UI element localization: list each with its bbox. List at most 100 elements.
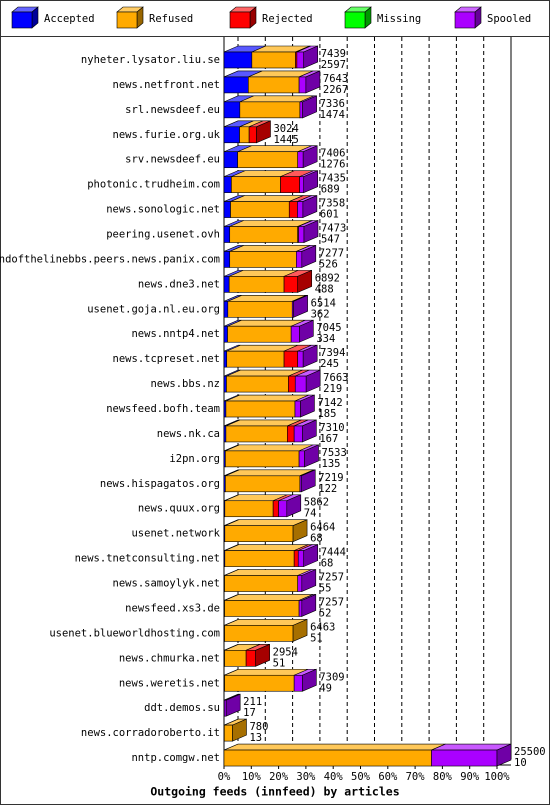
- legend-item: Spooled: [454, 6, 531, 29]
- bar-segment: [225, 394, 310, 418]
- bar-front: [229, 251, 297, 268]
- bar-side: [302, 668, 317, 692]
- x-tick-label: 0%: [218, 771, 231, 783]
- legend-label: Refused: [149, 13, 193, 25]
- bar-front: [223, 276, 230, 293]
- offered-label: 6892: [315, 272, 340, 284]
- category-label: srl.newsdeef.eu: [125, 104, 220, 116]
- bar-segment: [228, 270, 299, 293]
- legend-swatch: [344, 11, 366, 29]
- offered-label: 7310: [319, 422, 344, 434]
- bar-side: [305, 70, 321, 94]
- category-label: news.chmurka.net: [119, 652, 220, 664]
- bar-front: [251, 51, 296, 69]
- accepted-label: 51: [273, 657, 286, 669]
- x-axis-title: Outgoing feeds (innfeed) by articles: [150, 785, 399, 799]
- category-label: newsfeed.bofh.team: [106, 403, 220, 415]
- bar-segment: [223, 743, 446, 767]
- accepted-label: 52: [319, 607, 332, 619]
- bar-side: [305, 369, 321, 393]
- bar-front: [225, 450, 300, 468]
- bar-side: [299, 319, 314, 343]
- bar-side: [300, 394, 315, 418]
- bar-side: [303, 45, 319, 69]
- bar-side: [302, 419, 317, 443]
- bar-front: [294, 400, 301, 418]
- accepted-label: 1276: [320, 159, 345, 171]
- x-tick-label: 50%: [351, 771, 371, 783]
- category-label: news.corradoroberto.it: [81, 727, 220, 739]
- legend-swatch: [11, 11, 33, 29]
- bar-top: [224, 594, 314, 601]
- bar-front: [227, 300, 293, 318]
- category-label: news.sonologic.net: [106, 204, 220, 216]
- bar-segment: [224, 544, 309, 567]
- bar-top: [225, 444, 314, 452]
- x-tick-label: 20%: [269, 771, 289, 783]
- bar-segment: [223, 120, 254, 144]
- bar-front: [294, 375, 307, 393]
- bar-front: [248, 126, 257, 144]
- bar-segment: [223, 70, 263, 94]
- bar-segment: [288, 369, 310, 393]
- accepted-label: 122: [318, 483, 337, 495]
- offered-label: 25500: [514, 746, 546, 758]
- accepted-label: 689: [321, 184, 340, 196]
- bar-front: [237, 151, 299, 169]
- x-tick-label: 80%: [433, 771, 453, 783]
- bar-segment: [224, 668, 309, 692]
- category-label: news.nntp4.net: [131, 328, 220, 340]
- bar-front: [223, 101, 241, 119]
- bar-front: [298, 226, 305, 243]
- category-label: news.netfront.net: [113, 79, 220, 91]
- x-tick-label: 100%: [484, 771, 510, 783]
- bar-front: [278, 500, 288, 518]
- legend-label: Missing: [377, 13, 421, 25]
- bar-front: [227, 325, 292, 343]
- bar-segment: [226, 344, 299, 368]
- bar-front: [223, 749, 432, 767]
- category-label: nntp.comgw.net: [131, 752, 220, 764]
- bar-side: [302, 145, 318, 169]
- bar-segment: [225, 469, 315, 493]
- bar-front: [225, 400, 296, 418]
- category-label: news.tnetconsulting.net: [75, 553, 220, 565]
- category-label: news.tcpreset.net: [113, 353, 220, 365]
- category-label: ddt.demos.su: [144, 702, 220, 714]
- bar-front: [431, 749, 498, 767]
- bar-front: [225, 475, 301, 493]
- bar-segment: [237, 145, 312, 169]
- bar-front: [226, 350, 285, 368]
- bar-side: [302, 195, 318, 219]
- legend-label: Accepted: [44, 13, 95, 25]
- bar-side: [301, 244, 317, 268]
- bar-front: [297, 575, 303, 592]
- bar-front: [298, 76, 307, 94]
- bar-front: [223, 176, 232, 193]
- bar-front: [224, 575, 299, 592]
- accepted-label: 1445: [273, 134, 298, 146]
- accepted-label: 547: [321, 234, 340, 246]
- offered-label: 7435: [321, 173, 346, 185]
- bar-segment: [224, 569, 312, 592]
- bar-side: [256, 120, 271, 144]
- offered-label: 7358: [320, 198, 345, 210]
- bar-front: [297, 350, 304, 368]
- bar-front: [296, 51, 305, 69]
- bar-front: [223, 76, 249, 94]
- bar-side: [302, 95, 317, 119]
- accepted-label: 10: [514, 757, 527, 769]
- bar-segment: [297, 145, 318, 169]
- offered-label: 7257: [319, 596, 344, 608]
- category-label: i2pn.org: [169, 453, 220, 465]
- legend-item: Missing: [344, 6, 421, 29]
- category-label: endofthelinebbs.peers.news.panix.com: [0, 253, 220, 265]
- bar-side: [292, 519, 308, 543]
- category-label: usenet.network: [131, 528, 220, 540]
- bar-front: [297, 550, 305, 567]
- bar-segment: [247, 70, 314, 94]
- bar-front: [247, 76, 300, 94]
- bar-side: [292, 618, 308, 642]
- bar-front: [228, 276, 285, 293]
- bar-side: [304, 444, 319, 468]
